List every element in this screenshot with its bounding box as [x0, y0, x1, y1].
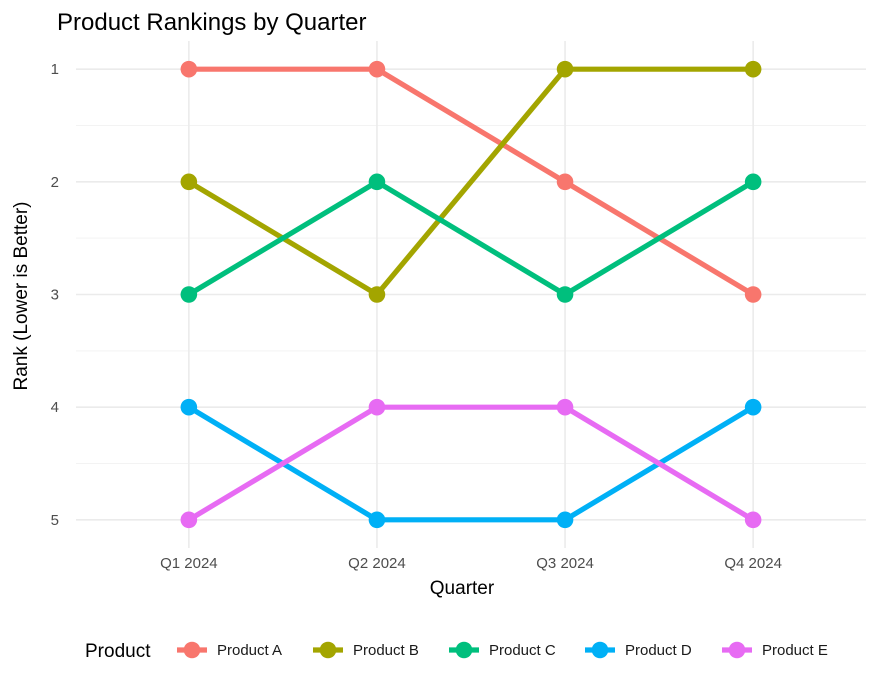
x-axis-ticks: Q1 2024 Q2 2024 Q3 2024 Q4 2024 — [160, 555, 782, 572]
data-point — [556, 286, 574, 303]
data-point — [556, 398, 574, 416]
legend-label: Product A — [217, 642, 282, 659]
x-tick-label: Q3 2024 — [536, 555, 594, 572]
legend-key-point — [591, 641, 609, 659]
y-axis-ticks: 1 2 3 4 5 — [51, 61, 59, 529]
y-tick-label: 1 — [51, 61, 59, 78]
y-tick-label: 2 — [51, 174, 59, 191]
legend-item: Product B — [313, 641, 419, 659]
data-point — [368, 60, 386, 78]
data-point — [744, 60, 762, 78]
data-point — [368, 286, 386, 303]
x-tick-label: Q4 2024 — [724, 555, 782, 572]
series-points — [180, 60, 762, 529]
data-point — [180, 286, 198, 303]
legend-label: Product D — [625, 642, 692, 659]
series-line-product-e — [187, 404, 755, 523]
chart-title: Product Rankings by Quarter — [57, 9, 366, 36]
data-point — [180, 398, 198, 416]
data-point — [180, 511, 198, 529]
data-point — [744, 173, 762, 191]
x-tick-label: Q2 2024 — [348, 555, 406, 572]
legend-item: Product D — [585, 641, 692, 659]
data-point — [368, 173, 386, 191]
legend-key-point — [183, 641, 201, 659]
y-tick-label: 4 — [51, 399, 59, 416]
legend-label: Product E — [762, 642, 828, 659]
legend-item: Product C — [449, 641, 556, 659]
y-tick-label: 3 — [51, 287, 59, 304]
x-axis-title: Quarter — [430, 578, 495, 599]
legend-item: Product A — [177, 641, 282, 659]
y-tick-label: 5 — [51, 512, 59, 529]
data-point — [744, 511, 762, 529]
data-point — [368, 398, 386, 416]
legend-label: Product C — [489, 642, 556, 659]
y-axis-title: Rank (Lower is Better) — [11, 201, 32, 390]
series-lines — [187, 66, 755, 523]
legend: Product Product A Product B Product C Produ… — [85, 641, 828, 662]
data-point — [180, 173, 198, 191]
legend-key-point — [319, 641, 337, 659]
legend-item: Product E — [722, 641, 828, 659]
x-tick-label: Q1 2024 — [160, 555, 218, 572]
legend-key-point — [455, 641, 473, 659]
data-point — [556, 60, 574, 78]
legend-title: Product — [85, 641, 151, 662]
data-point — [556, 511, 574, 529]
legend-key-point — [728, 641, 746, 659]
data-point — [368, 511, 386, 529]
series-line-product-c — [187, 179, 755, 298]
data-point — [744, 286, 762, 303]
data-point — [556, 173, 574, 191]
legend-label: Product B — [353, 642, 419, 659]
data-point — [180, 60, 198, 78]
data-point — [744, 398, 762, 416]
